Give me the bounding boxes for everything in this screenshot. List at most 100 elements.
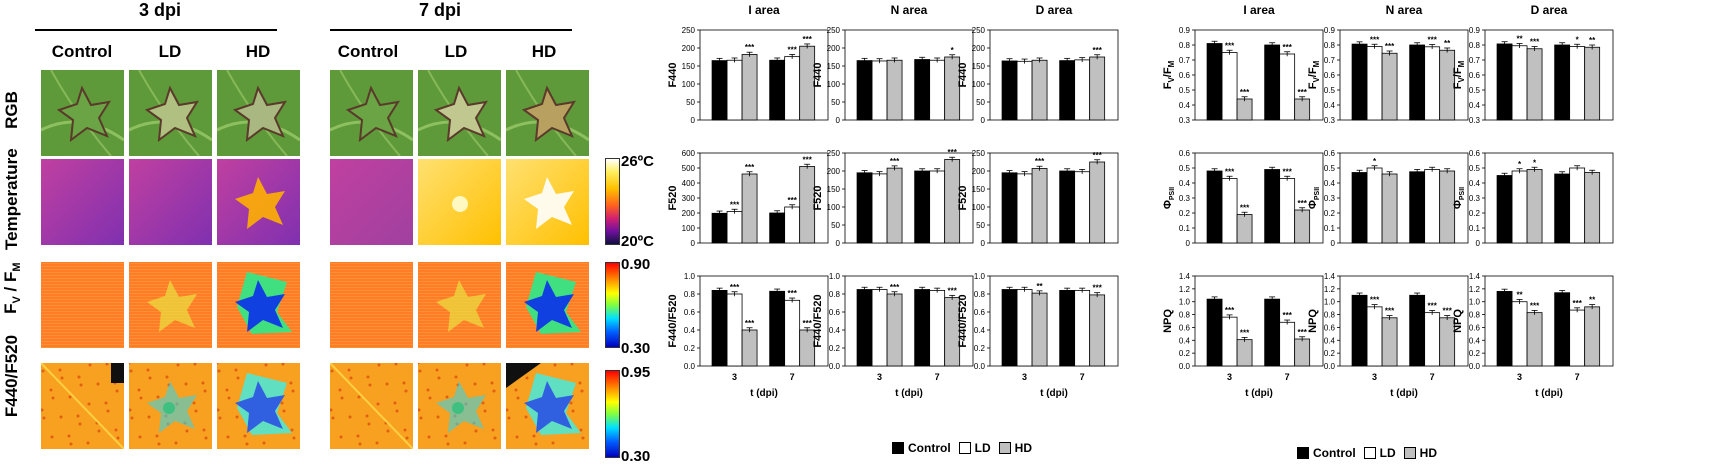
bar xyxy=(929,170,946,244)
significance-label: *** xyxy=(802,155,812,164)
significance-label: ** xyxy=(1589,36,1596,45)
y-axis-label: F520 xyxy=(957,185,969,210)
significance-label: *** xyxy=(1092,284,1102,293)
y-tick-label: 0.2 xyxy=(1469,349,1481,358)
y-tick-label: 0.4 xyxy=(1179,179,1191,188)
x-axis-label: t (dpi) xyxy=(750,388,778,399)
y-tick-label: 250 xyxy=(972,149,986,158)
y-tick-label: 50 xyxy=(831,98,840,107)
y-tick-label: 100 xyxy=(682,80,696,89)
y-axis-label: NPQ xyxy=(1452,309,1464,333)
bar xyxy=(886,167,903,244)
bar xyxy=(769,212,786,244)
chart-title: N area xyxy=(1386,3,1423,17)
bar xyxy=(741,329,758,367)
y-tick-label: 200 xyxy=(827,167,841,176)
chart-panel: 0.0 0.2 0.4 0.6 0.8 1.0 F440/F520 ** 3 *** 7 t (dpi… xyxy=(957,272,1119,399)
legend-label: LD xyxy=(974,441,991,455)
y-tick-label: 0.6 xyxy=(1179,71,1191,80)
bar xyxy=(1511,301,1528,367)
y-tick-label: 0.2 xyxy=(1179,209,1191,218)
legend-swatch xyxy=(958,442,971,454)
y-tick-label: 0.4 xyxy=(1179,336,1191,345)
y-tick-label: 0.8 xyxy=(1469,311,1481,320)
bar xyxy=(1409,294,1426,367)
col-header-hd-3dpi: HD xyxy=(245,42,271,61)
y-tick-label: 0.5 xyxy=(1469,164,1481,173)
col-header-control-7dpi: Control xyxy=(337,42,399,61)
y-tick-label: 1.0 xyxy=(1469,298,1481,307)
y-tick-label: 0.8 xyxy=(1324,311,1336,320)
legend-fluorescence: Control LD HD xyxy=(888,441,1032,455)
legend-swatch xyxy=(1363,447,1376,459)
y-tick-label: 1.2 xyxy=(1469,285,1481,294)
f440f520-colorbar xyxy=(605,370,620,458)
fvfm-image-ld-3dpi xyxy=(129,262,212,348)
chart-panel: 0 50 100 150 200 250 F520 *** *** xyxy=(957,149,1119,248)
y-tick-label: 0.8 xyxy=(1469,41,1481,50)
fvfm-image-control-3dpi xyxy=(41,262,124,348)
rgb-image-ld-3dpi xyxy=(129,70,212,156)
f440f520-image-ld-7dpi xyxy=(418,363,501,449)
bar xyxy=(769,59,786,121)
significance-label: *** xyxy=(745,163,755,172)
bar xyxy=(1409,44,1426,121)
y-tick-label: 0.2 xyxy=(829,344,841,353)
y-tick-label: 1.0 xyxy=(974,272,986,281)
bar xyxy=(871,173,888,244)
y-tick-label: 0.0 xyxy=(1179,362,1191,371)
chart-title: D area xyxy=(1531,3,1568,17)
y-tick-label: 0.8 xyxy=(1179,311,1191,320)
x-tick-label: 3 xyxy=(1227,372,1232,382)
bar xyxy=(1351,43,1368,121)
bar xyxy=(1016,60,1033,121)
significance-label: *** xyxy=(1530,301,1540,310)
y-tick-label: 0.5 xyxy=(1469,86,1481,95)
significance-label: *** xyxy=(890,157,900,166)
bar xyxy=(1526,169,1543,244)
chart-panel: 0.3 0.4 0.5 0.6 0.7 0.8 0.9 FV/FM I area *** *** **… xyxy=(1162,3,1324,125)
chart-panel: 0 50 100 150 200 250 F440 I area *** *** *** xyxy=(667,3,829,125)
y-tick-label: 100 xyxy=(972,203,986,212)
bar xyxy=(1031,292,1048,367)
y-tick-label: 0.1 xyxy=(1324,224,1336,233)
y-tick-label: 500 xyxy=(682,164,696,173)
y-tick-label: 0.7 xyxy=(1324,56,1336,65)
bar xyxy=(1511,170,1528,244)
bar xyxy=(1409,171,1426,244)
f440f520-colorbar-min: 0.30 xyxy=(621,448,651,465)
significance-label: *** xyxy=(730,200,740,209)
bar xyxy=(1206,298,1223,367)
bar xyxy=(1016,289,1033,367)
significance-label: *** xyxy=(1225,167,1235,176)
temperature-image-ld-3dpi xyxy=(129,159,212,245)
bar xyxy=(1089,56,1106,121)
bar xyxy=(1264,169,1281,244)
chart-panel: 0 50 100 150 200 250 F520 *** *** xyxy=(812,148,974,248)
y-axis-label: F440/F520 xyxy=(957,294,969,347)
y-tick-label: 0.2 xyxy=(1469,209,1481,218)
bar xyxy=(1381,173,1398,244)
bar xyxy=(1496,175,1513,244)
temperature-image-hd-7dpi xyxy=(506,159,589,245)
significance-label: *** xyxy=(1370,296,1380,305)
bar xyxy=(871,289,888,367)
y-axis-label: F520 xyxy=(812,185,824,210)
plot-frame xyxy=(699,29,829,121)
y-tick-label: 0.7 xyxy=(1179,56,1191,65)
significance-label: *** xyxy=(802,319,812,328)
y-axis-label: F440 xyxy=(667,62,679,87)
significance-label: *** xyxy=(1297,199,1307,208)
x-tick-label: 7 xyxy=(1080,372,1085,382)
x-tick-label: 3 xyxy=(1517,372,1522,382)
bar xyxy=(1351,172,1368,244)
y-tick-label: 0.8 xyxy=(684,290,696,299)
y-tick-label: 0.3 xyxy=(1324,194,1336,203)
bar xyxy=(1279,321,1296,367)
legend-label: HD xyxy=(1419,446,1437,460)
significance-label: *** xyxy=(1282,167,1292,176)
y-axis-label: F440/F520 xyxy=(667,294,679,347)
y-tick-label: 0.4 xyxy=(1469,101,1481,110)
